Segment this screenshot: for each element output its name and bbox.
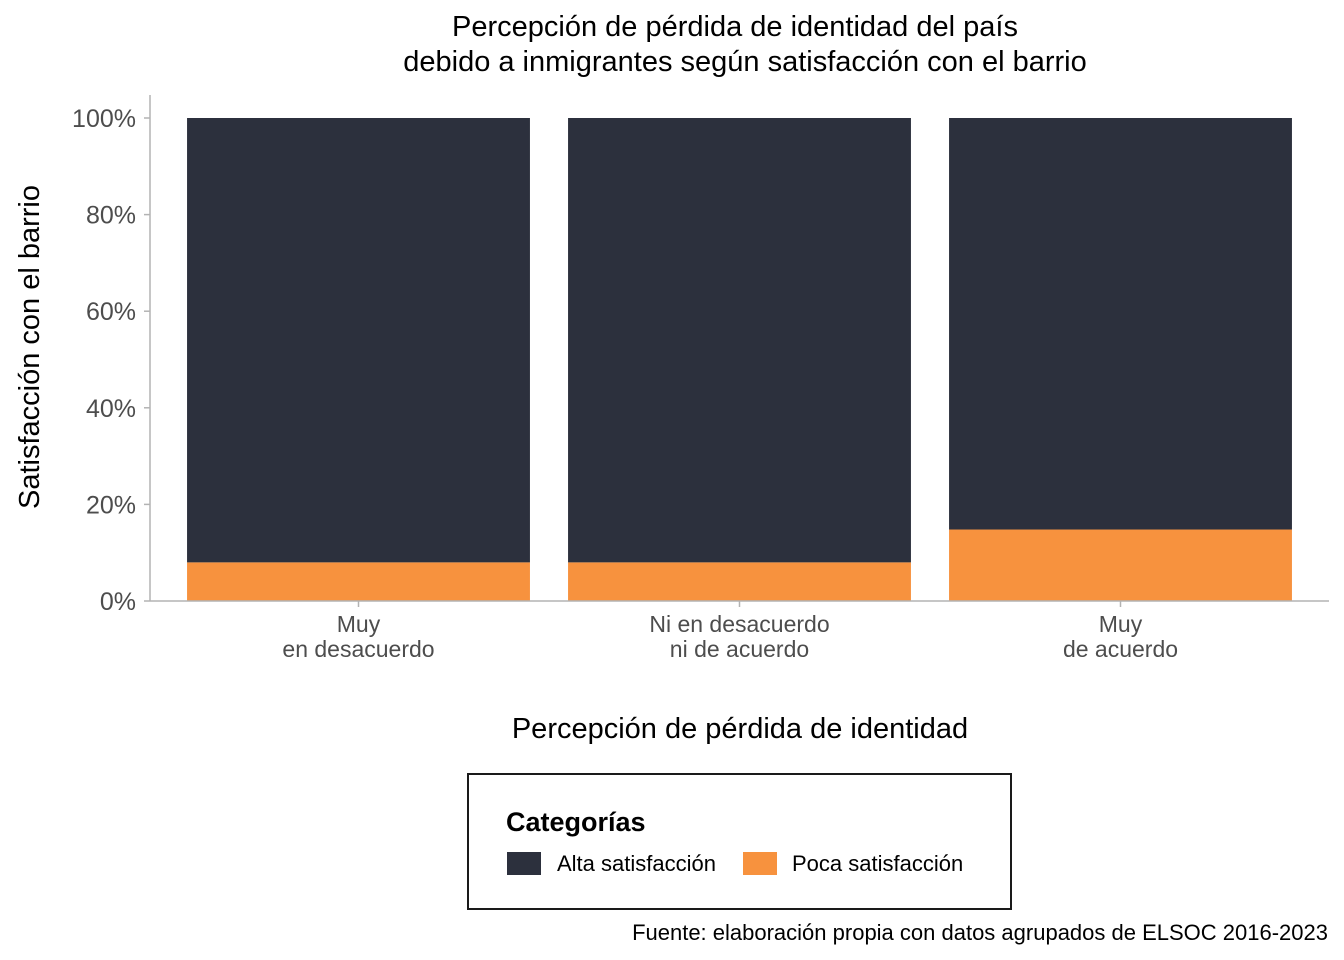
- plot-area: [187, 118, 1292, 601]
- legend-swatch: [743, 852, 777, 875]
- y-tick-label: 20%: [86, 491, 136, 519]
- bar-poca-1: [568, 562, 911, 601]
- legend-label: Alta satisfacción: [557, 851, 716, 876]
- bar-alta-2: [949, 118, 1292, 530]
- y-axis-ticks: 0% 20% 40% 60% 80% 100%: [72, 105, 150, 616]
- y-axis-title: Satisfacción con el barrio: [14, 185, 46, 509]
- bar-alta-0: [187, 118, 530, 563]
- legend-box: [467, 773, 1012, 910]
- legend: Categorías Alta satisfacción Poca satisfa…: [467, 773, 1012, 910]
- chart-title-line-2: debido a inmigrantes según satisfacción …: [403, 46, 1087, 78]
- bar-poca-0: [187, 562, 530, 601]
- legend-entries: Alta satisfacción Poca satisfacción: [507, 851, 963, 876]
- x-axis-title: Percepción de pérdida de identidad: [512, 713, 968, 745]
- chart-caption: Fuente: elaboración propia con datos agr…: [632, 920, 1328, 945]
- y-tick-label: 40%: [86, 395, 136, 423]
- chart-title-line-1: Percepción de pérdida de identidad del p…: [452, 11, 1018, 43]
- x-tick-label: Ni en desacuerdo ni de acuerdo: [649, 611, 829, 662]
- legend-swatch: [507, 852, 541, 875]
- y-tick-label: 100%: [72, 105, 136, 133]
- x-axis-ticks: Muy en desacuerdo Ni en desacuerdo ni de ac…: [282, 601, 1178, 662]
- bar-alta-1: [568, 118, 911, 563]
- y-tick-label: 80%: [86, 202, 136, 230]
- x-tick-label: Muy en desacuerdo: [282, 611, 434, 662]
- y-tick-label: 0%: [100, 588, 136, 616]
- x-tick-label: Muy de acuerdo: [1063, 611, 1178, 662]
- bar-poca-2: [949, 529, 1292, 601]
- y-tick-label: 60%: [86, 298, 136, 326]
- legend-title: Categorías: [506, 807, 646, 837]
- legend-label: Poca satisfacción: [792, 851, 963, 876]
- chart-title: Percepción de pérdida de identidad del p…: [403, 11, 1087, 78]
